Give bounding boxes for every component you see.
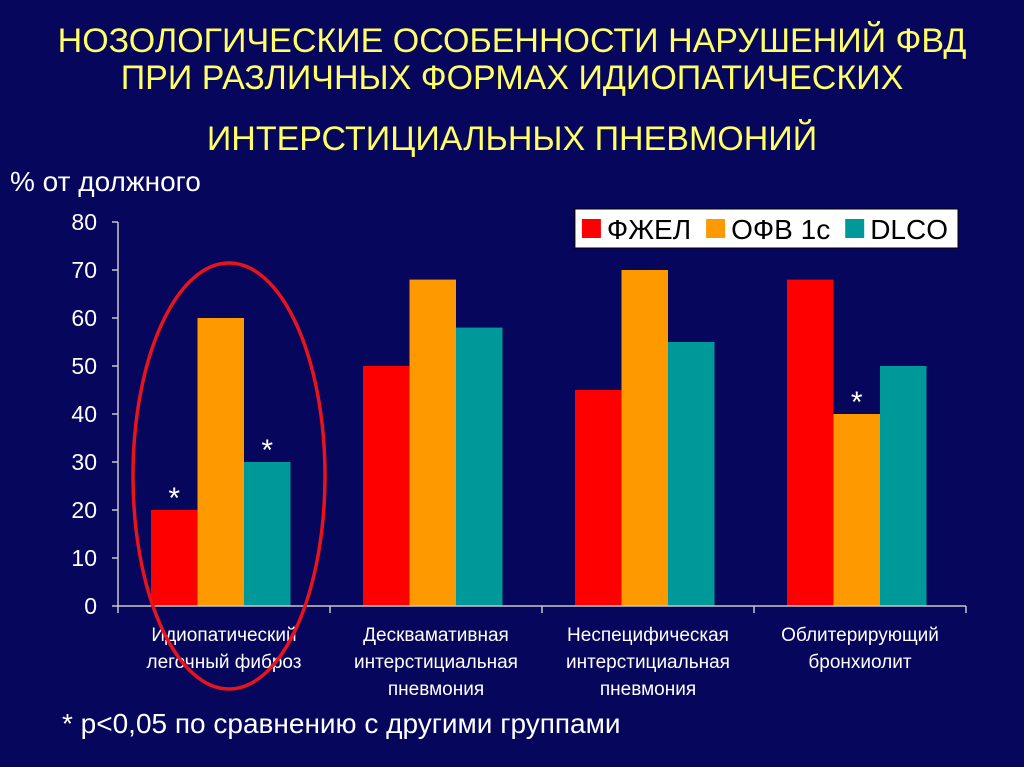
legend-label: ОФВ 1с bbox=[731, 214, 830, 245]
legend-swatch bbox=[581, 219, 601, 238]
category-label-line: пневмония bbox=[388, 679, 484, 700]
bar-series-2-category-1 bbox=[197, 318, 244, 606]
bar-series-3-category-3 bbox=[668, 342, 715, 606]
legend-swatch bbox=[706, 219, 726, 238]
legend-swatch bbox=[845, 219, 865, 238]
bar-series-2-category-3 bbox=[621, 270, 668, 606]
y-tick-label: 50 bbox=[71, 353, 97, 379]
category-label-line: Облитерирующий bbox=[781, 625, 939, 646]
bar-series-3-category-1 bbox=[244, 462, 291, 606]
category-label: Облитерирующий бронхиолит bbox=[781, 625, 939, 673]
slide-title: НОЗОЛОГИЧЕСКИЕ ОСОБЕННОСТИ НАРУШЕНИЙ ФВД… bbox=[58, 22, 967, 158]
y-tick-label: 10 bbox=[71, 545, 97, 571]
category-label: Десквамативная интерстициальная пневмония bbox=[354, 625, 518, 700]
category-label-line: пневмония bbox=[600, 679, 696, 700]
slide-title-line-1: НОЗОЛОГИЧЕСКИЕ ОСОБЕННОСТИ НАРУШЕНИЙ ФВД bbox=[58, 22, 967, 60]
legend-label: ФЖЕЛ bbox=[607, 214, 691, 245]
category-label: Идиопатический легочный фиброз bbox=[146, 625, 301, 673]
bar-series-1-category-3 bbox=[575, 390, 622, 606]
category-label-line: Десквамативная bbox=[363, 625, 509, 646]
y-tick-label: 70 bbox=[71, 257, 97, 283]
slide-title-line-2: ПРИ РАЗЛИЧНЫХ ФОРМАХ ИДИОПАТИЧЕСКИХ bbox=[121, 59, 904, 97]
category-label-line: Идиопатический bbox=[151, 625, 296, 646]
bar-chart: 0 10 20 30 40 50 60 70 80 Идиопатический легочный … bbox=[71, 208, 967, 700]
significance-asterisk: * bbox=[261, 434, 273, 467]
significance-asterisk: * bbox=[168, 482, 180, 515]
significance-asterisk: * bbox=[851, 386, 863, 419]
y-axis-label: % от должного bbox=[10, 166, 201, 197]
y-tick-label: 40 bbox=[71, 401, 97, 427]
y-tick-label: 0 bbox=[84, 593, 97, 619]
y-tick-label: 20 bbox=[71, 497, 97, 523]
bar-series-3-category-4 bbox=[880, 366, 927, 606]
category-label-line: легочный фиброз bbox=[146, 652, 301, 673]
legend-label: DLCO bbox=[870, 214, 948, 245]
category-label-line: Неспецифическая bbox=[567, 625, 729, 646]
y-tick-label: 30 bbox=[71, 449, 97, 475]
bar-series-1-category-2 bbox=[363, 366, 410, 606]
category-label-line: бронхиолит bbox=[808, 652, 911, 673]
category-label-line: интерстициальная bbox=[566, 652, 730, 673]
legend-box bbox=[574, 208, 959, 249]
bar-series-1-category-1 bbox=[151, 510, 198, 606]
y-tick-label: 60 bbox=[71, 305, 97, 331]
chart-legend: ФЖЕЛ ОФВ 1с DLCO bbox=[574, 208, 959, 249]
highlight-ellipse bbox=[131, 261, 327, 691]
category-label-line: интерстициальная bbox=[354, 652, 518, 673]
bar-series-2-category-4 bbox=[833, 414, 880, 606]
slide-title-line-3: ИНТЕРСТИЦИАЛЬНЫХ ПНЕВМОНИЙ bbox=[207, 120, 817, 158]
bar-series-3-category-2 bbox=[456, 327, 503, 606]
y-tick-label: 80 bbox=[71, 209, 97, 235]
bar-series-1-category-4 bbox=[787, 279, 834, 606]
category-label: Неспецифическая интерстициальная пневмония bbox=[566, 625, 730, 700]
footnote: * p<0,05 по сравнению с другими группами bbox=[62, 708, 620, 739]
bar-series-2-category-2 bbox=[409, 279, 456, 606]
